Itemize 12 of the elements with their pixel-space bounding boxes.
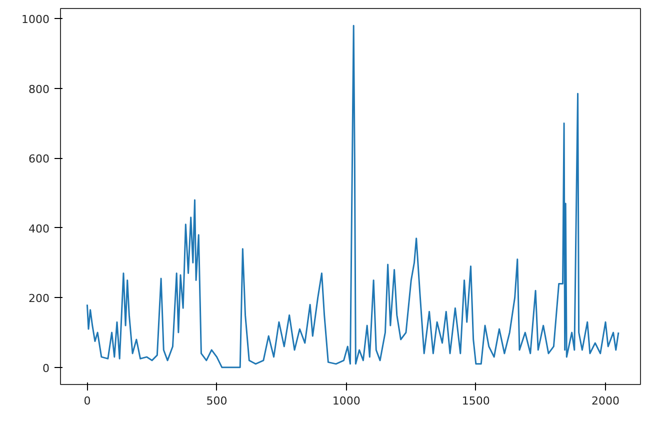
x-tick-label: 0	[84, 394, 91, 408]
y-tick-label: 600	[28, 152, 50, 166]
y-tick-label: 800	[28, 82, 50, 96]
y-tick-label: 400	[28, 222, 50, 236]
x-tick-label: 1000	[332, 394, 360, 408]
y-tick-label: 200	[28, 292, 50, 306]
x-tick-label: 2000	[592, 394, 620, 408]
line-series	[86, 24, 620, 368]
y-tick-label: 0	[42, 362, 50, 375]
y-tick-label: 1000	[22, 13, 50, 26]
x-tick-label: 1500	[462, 394, 490, 408]
x-tick-label: 500	[206, 394, 228, 408]
